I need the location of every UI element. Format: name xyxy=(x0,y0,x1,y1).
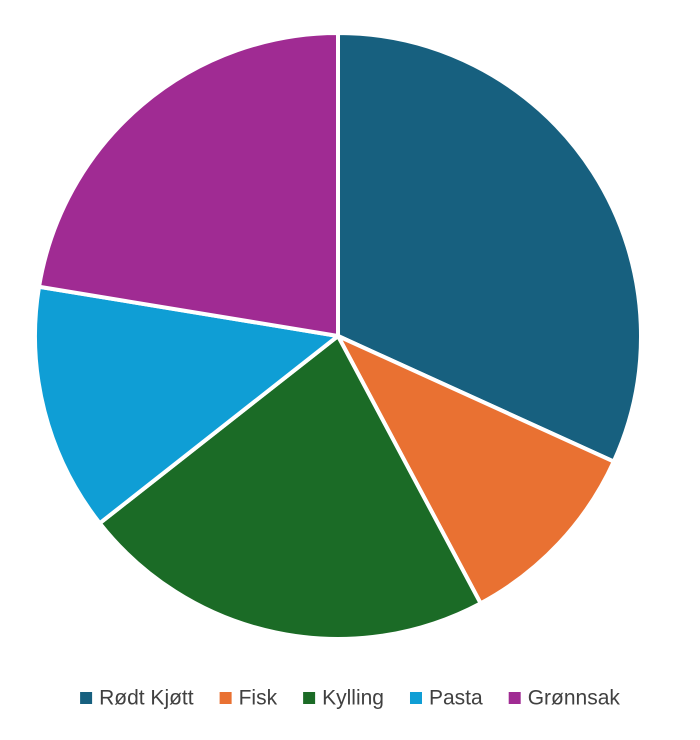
legend-label-4: Grønnsak xyxy=(528,687,621,710)
legend-marker-0 xyxy=(80,692,93,704)
legend-marker-2 xyxy=(303,692,316,704)
legend-label-2: Kylling xyxy=(322,687,384,710)
legend: Rødt Kjøtt Fisk Kylling Pasta Grønnsak xyxy=(80,687,620,710)
legend-label-1: Fisk xyxy=(239,687,278,710)
pie-slice-rødt-kjøtt xyxy=(336,31,643,464)
pie-slice-kylling xyxy=(97,334,483,641)
pie-slice-pasta xyxy=(33,284,340,526)
pie-slices xyxy=(33,31,643,641)
pie-slice-fisk xyxy=(336,334,616,606)
legend-label-3: Pasta xyxy=(429,687,483,710)
legend-marker-4 xyxy=(508,692,521,704)
legend-marker-1 xyxy=(219,692,232,704)
pie-slice-grønnsak xyxy=(37,31,340,338)
legend-label-0: Rødt Kjøtt xyxy=(99,687,194,710)
legend-marker-3 xyxy=(409,692,422,704)
